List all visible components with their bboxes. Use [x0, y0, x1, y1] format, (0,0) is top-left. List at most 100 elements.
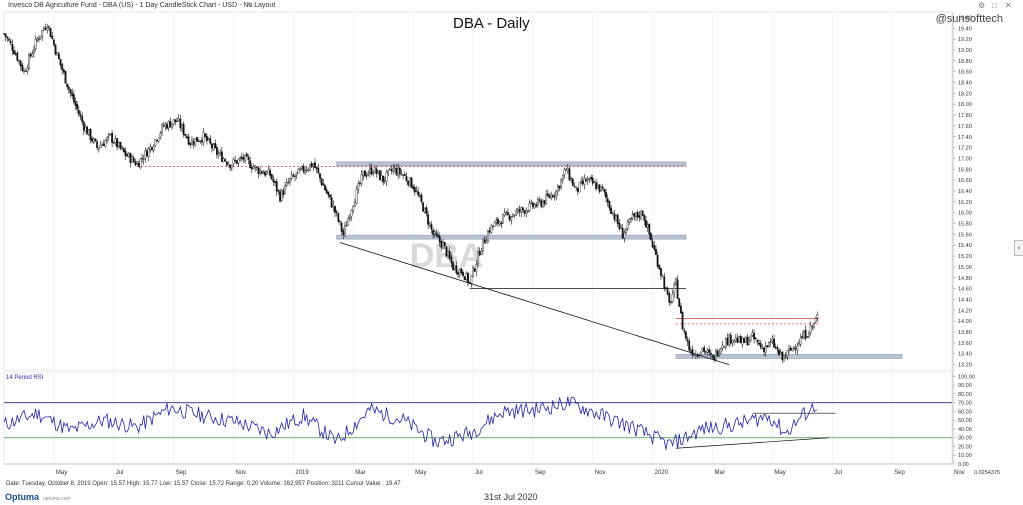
- candle-body: [467, 273, 469, 284]
- candle-body: [186, 136, 188, 139]
- candle-body: [260, 170, 263, 174]
- candle-body: [51, 35, 54, 39]
- candle-body: [332, 204, 335, 208]
- candle-body: [498, 221, 501, 225]
- candle-body: [758, 342, 760, 345]
- candle-body: [648, 223, 651, 235]
- price-tick-label: 16.40: [958, 189, 972, 195]
- close-icon[interactable]: ✕: [1005, 1, 1012, 10]
- candle-body: [209, 138, 212, 144]
- candle-body: [560, 178, 563, 188]
- candle-body: [29, 53, 32, 57]
- price-tick-label: 13.60: [958, 341, 972, 347]
- candle-body: [440, 241, 443, 248]
- candle-body: [131, 156, 133, 163]
- candle-body: [455, 265, 458, 274]
- candle-body: [71, 92, 74, 97]
- candle-body: [124, 150, 127, 156]
- gear-icon[interactable]: ⚙: [978, 1, 986, 10]
- candle-body: [87, 129, 90, 135]
- candle-body: [531, 202, 534, 207]
- candle-body: [526, 210, 529, 212]
- candle-body: [806, 336, 809, 338]
- candle-body: [733, 339, 736, 342]
- candle-body: [264, 171, 267, 176]
- candle-body: [488, 230, 491, 233]
- candle-body: [179, 118, 182, 129]
- price-tick-label: 18.60: [958, 70, 972, 76]
- rsi-tick-label: 0.00: [958, 462, 969, 468]
- candle-body: [122, 147, 125, 153]
- candle-body: [191, 139, 193, 146]
- side-panel-tab[interactable]: ‹: [1014, 240, 1023, 256]
- candle-body: [305, 169, 308, 171]
- candle-body: [618, 222, 621, 229]
- candle-body: [157, 137, 160, 142]
- candle-body: [462, 272, 464, 276]
- candle-body: [626, 221, 629, 230]
- candle-body: [791, 348, 794, 352]
- candle-body: [23, 70, 25, 72]
- candle-body: [380, 175, 383, 181]
- candle-body: [56, 52, 59, 56]
- candle-body: [556, 186, 559, 193]
- candle-body: [250, 166, 253, 170]
- candle-body: [39, 35, 42, 39]
- candle-body: [565, 169, 568, 171]
- candle-body: [217, 153, 220, 156]
- candle-body: [340, 222, 343, 232]
- candle-body: [345, 225, 348, 227]
- candle-body: [691, 349, 694, 356]
- candle-body: [373, 167, 376, 174]
- candle-body: [405, 176, 408, 181]
- candle-body: [640, 210, 642, 219]
- candle-body: [661, 276, 664, 278]
- pencil-icon[interactable]: ✎: [247, 1, 254, 10]
- candle-body: [19, 60, 22, 67]
- candle-body: [636, 211, 639, 217]
- candle-body: [553, 195, 556, 197]
- candle-body: [254, 165, 257, 168]
- price-tick-label: 14.40: [958, 297, 972, 303]
- candle-body: [304, 170, 306, 173]
- candle-body: [290, 174, 293, 179]
- candle-body: [709, 352, 712, 355]
- candle-body: [764, 346, 767, 353]
- candle-body: [38, 38, 40, 40]
- candle-body: [536, 198, 539, 206]
- candle-body: [789, 347, 792, 351]
- candle-body: [146, 150, 148, 157]
- candle-body: [199, 140, 202, 142]
- candle-body: [753, 332, 755, 340]
- candle-body: [272, 179, 275, 183]
- candle-body: [171, 123, 173, 128]
- candle-body: [14, 53, 17, 55]
- x-tick-label: Sep: [894, 470, 905, 476]
- candle-body: [109, 133, 112, 135]
- rsi-tick-label: 90.00: [958, 383, 972, 389]
- candle-body: [347, 218, 350, 226]
- rsi-line: [3, 396, 818, 450]
- candle-body: [605, 192, 607, 198]
- candle-body: [330, 197, 333, 208]
- candle-body: [620, 226, 622, 229]
- maximize-icon[interactable]: □: [992, 1, 997, 10]
- candle-body: [505, 212, 508, 215]
- candle-body: [207, 138, 210, 140]
- support-zone: [675, 354, 903, 359]
- candle-body: [676, 279, 679, 299]
- candle-body: [319, 173, 321, 179]
- price-tick-label: 18.20: [958, 91, 972, 97]
- candle-body: [630, 218, 632, 220]
- x-tick-label: Nov: [236, 470, 247, 476]
- candle-body: [136, 162, 138, 165]
- candle-body: [781, 351, 784, 360]
- candle-body: [354, 201, 356, 207]
- candle-body: [653, 245, 656, 250]
- candle-body: [470, 275, 473, 284]
- candle-body: [596, 185, 599, 189]
- candle-body: [816, 314, 819, 319]
- candle-body: [57, 53, 60, 60]
- price-tick-label: 16.80: [958, 167, 972, 173]
- rsi-tick-label: 70.00: [958, 401, 972, 407]
